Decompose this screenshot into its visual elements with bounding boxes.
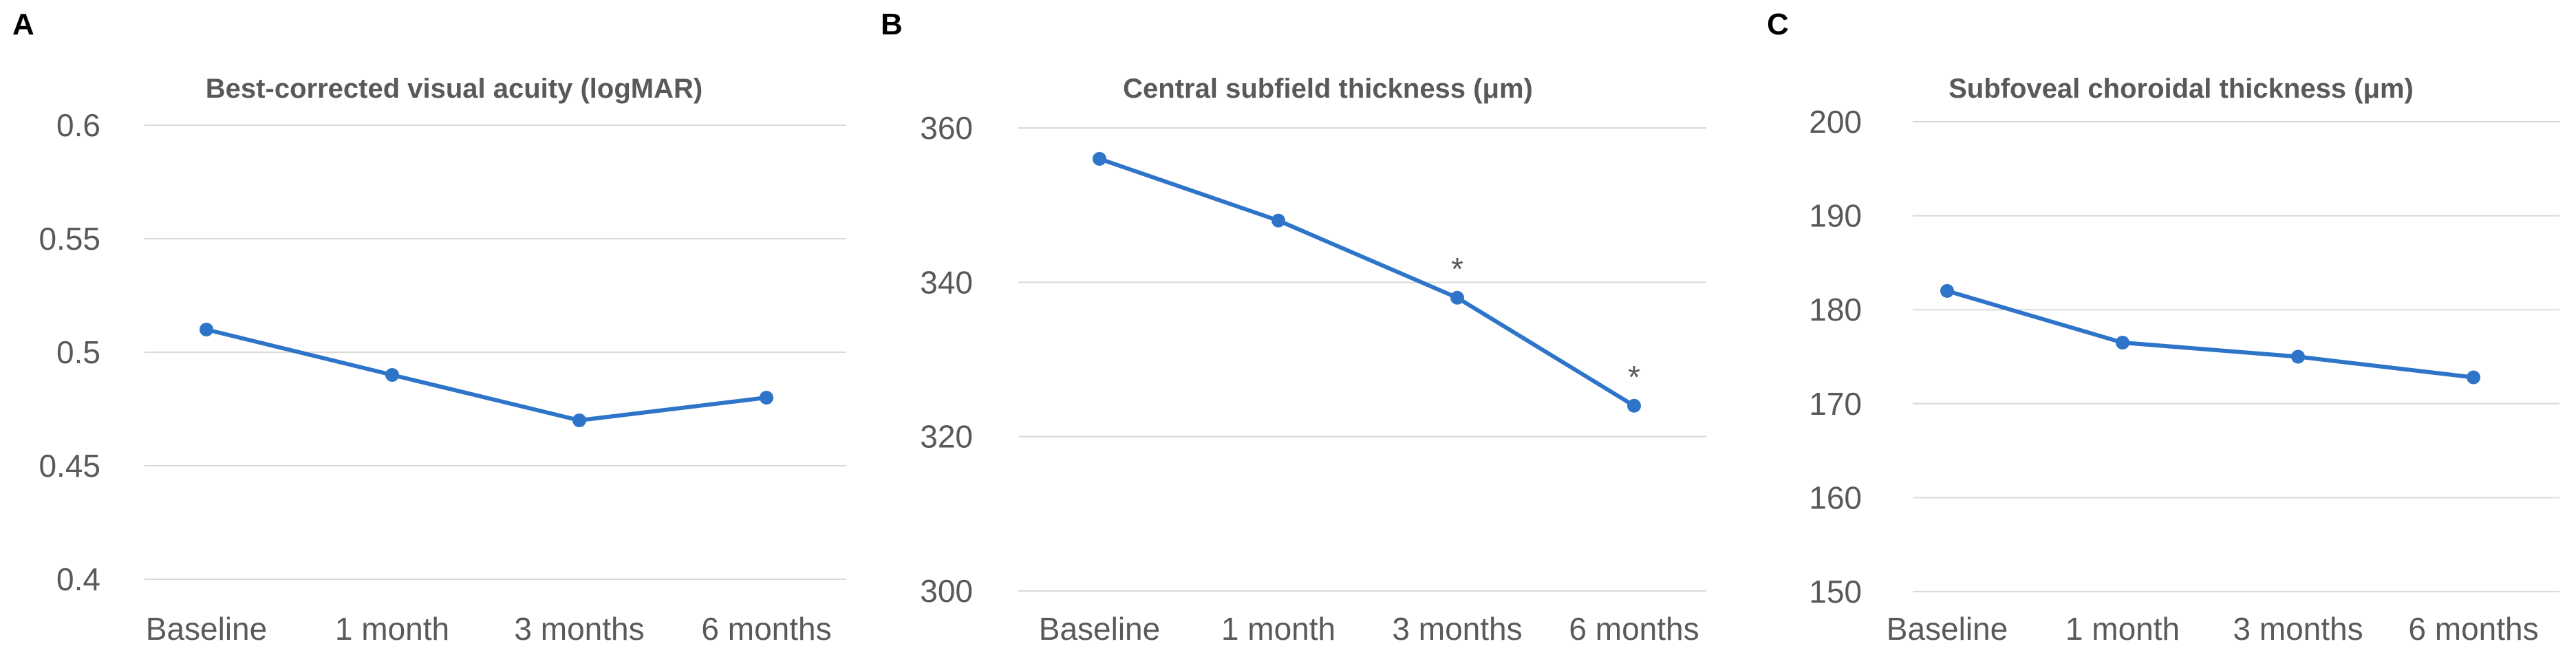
panel-b-x-tick-label: Baseline bbox=[1039, 611, 1160, 647]
panel-c-data-point bbox=[2116, 336, 2129, 350]
panel-c-gridlines bbox=[1913, 121, 2559, 592]
panel-a-x-tick-label: 1 month bbox=[335, 611, 449, 647]
panel-a-data-point bbox=[200, 323, 213, 336]
panel-c-x-tick-labels: Baseline 1 month 3 months 6 months bbox=[1887, 611, 2539, 647]
panel-label-b: B bbox=[881, 8, 903, 41]
panel-a-y-tick-label: 0.45 bbox=[39, 448, 100, 484]
panel-a-y-tick-label: 0.6 bbox=[56, 107, 100, 143]
panel-b-gridlines bbox=[1018, 127, 1706, 592]
panel-b-data-point bbox=[1093, 151, 1106, 166]
panel-c-data-point bbox=[2291, 349, 2305, 364]
panel-c-data-point bbox=[2467, 370, 2480, 385]
panel-c-y-tick-label: 150 bbox=[1809, 574, 1862, 610]
panel-a-series bbox=[200, 323, 773, 427]
panel-b: B Central subfield thickness (μm) 300 320… bbox=[881, 8, 1706, 647]
panel-b-x-tick-label: 1 month bbox=[1221, 611, 1335, 647]
panel-b-y-tick-labels: 300 320 340 360 bbox=[920, 110, 973, 609]
panel-b-significance-marker: * bbox=[1628, 359, 1640, 395]
panel-b-y-tick-label: 320 bbox=[920, 419, 973, 455]
panel-c-y-tick-label: 170 bbox=[1809, 386, 1862, 422]
panel-a-y-tick-label: 0.4 bbox=[56, 561, 100, 597]
panel-label-a: A bbox=[12, 8, 34, 41]
panel-a-series-line bbox=[204, 327, 769, 422]
panel-a-y-tick-label: 0.5 bbox=[56, 334, 100, 370]
panel-a-data-point bbox=[572, 413, 586, 427]
panel-b-data-point bbox=[1450, 290, 1464, 305]
panel-b-significance-marker: * bbox=[1451, 251, 1463, 287]
panel-c-y-tick-label: 200 bbox=[1809, 104, 1862, 140]
panel-c-x-tick-label: 1 month bbox=[2065, 611, 2180, 647]
panel-b-series-line bbox=[1097, 156, 1636, 408]
panel-a: A Best-corrected visual acuity (logMAR) … bbox=[12, 8, 846, 647]
panel-b-y-tick-label: 300 bbox=[920, 573, 973, 609]
panel-a-x-tick-labels: Baseline 1 month 3 months 6 months bbox=[146, 611, 832, 647]
panel-c-title: Subfoveal choroidal thickness (μm) bbox=[1949, 74, 2414, 104]
panel-c-data-point bbox=[1940, 283, 1954, 298]
panel-b-data-point bbox=[1627, 398, 1641, 413]
panel-a-data-point bbox=[760, 391, 773, 405]
panel-label-c: C bbox=[1767, 8, 1789, 41]
panel-c-y-tick-label: 160 bbox=[1809, 480, 1862, 515]
panel-b-y-tick-label: 340 bbox=[920, 264, 973, 300]
panel-a-y-tick-label: 0.55 bbox=[39, 221, 100, 257]
panel-a-gridlines bbox=[144, 125, 846, 580]
panel-c-y-tick-label: 180 bbox=[1809, 292, 1862, 327]
panel-c-x-tick-label: 3 months bbox=[2233, 611, 2363, 647]
panel-c-x-tick-label: Baseline bbox=[1887, 611, 2008, 647]
panel-c-x-tick-label: 6 months bbox=[2408, 611, 2538, 647]
panel-a-x-tick-label: 3 months bbox=[514, 611, 644, 647]
panel-a-x-tick-label: 6 months bbox=[701, 611, 831, 647]
panel-b-y-tick-label: 360 bbox=[920, 110, 973, 146]
panel-a-x-tick-label: Baseline bbox=[146, 611, 267, 647]
panel-c-y-tick-labels: 150 160 170 180 190 200 bbox=[1809, 104, 1862, 610]
panel-c-y-tick-label: 190 bbox=[1809, 198, 1862, 234]
panel-a-data-point bbox=[385, 368, 399, 382]
panel-a-title: Best-corrected visual acuity (logMAR) bbox=[206, 74, 702, 104]
panel-b-x-tick-label: 3 months bbox=[1392, 611, 1522, 647]
panel-b-x-tick-labels: Baseline 1 month 3 months 6 months bbox=[1039, 611, 1699, 647]
panel-b-series bbox=[1093, 151, 1641, 413]
panel-c: C Subfoveal choroidal thickness (μm) 150… bbox=[1767, 8, 2559, 647]
panel-c-series-line bbox=[1945, 288, 2476, 380]
panel-b-title: Central subfield thickness (μm) bbox=[1123, 74, 1533, 104]
panel-c-series bbox=[1940, 283, 2480, 385]
panel-b-annotations: ** bbox=[1451, 251, 1640, 395]
panel-b-x-tick-label: 6 months bbox=[1569, 611, 1699, 647]
panel-a-y-tick-labels: 0.4 0.45 0.5 0.55 0.6 bbox=[39, 107, 100, 597]
panel-b-data-point bbox=[1271, 213, 1285, 228]
